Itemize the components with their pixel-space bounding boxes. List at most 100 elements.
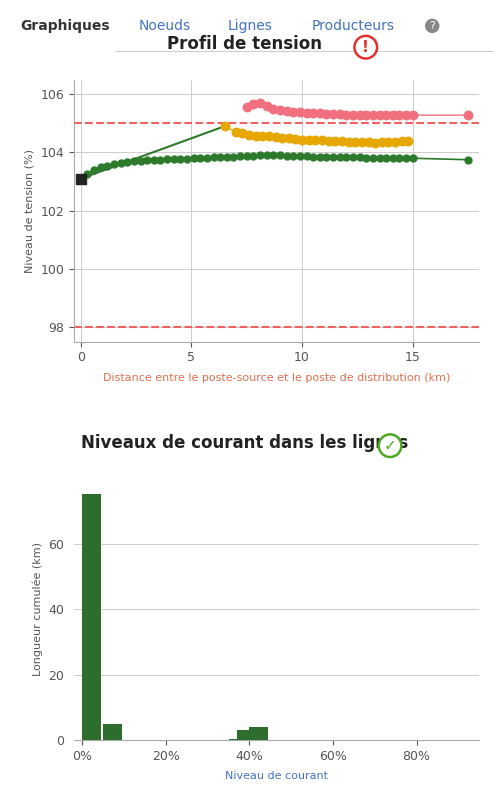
Point bbox=[358, 135, 366, 148]
Text: Profil de tension: Profil de tension bbox=[167, 35, 322, 53]
Point bbox=[276, 103, 284, 116]
Point bbox=[263, 149, 271, 162]
Point bbox=[402, 151, 410, 164]
Point bbox=[391, 135, 399, 148]
Point bbox=[276, 149, 284, 162]
Point bbox=[464, 154, 472, 166]
Text: Niveaux de courant dans les lignes: Niveaux de courant dans les lignes bbox=[81, 434, 408, 452]
Point bbox=[190, 152, 198, 165]
Point bbox=[405, 135, 412, 147]
Text: !: ! bbox=[362, 40, 369, 55]
Text: ✓: ✓ bbox=[384, 439, 397, 453]
Point bbox=[302, 107, 310, 119]
Point bbox=[342, 150, 350, 163]
Point bbox=[216, 150, 224, 163]
Point bbox=[351, 135, 359, 148]
Point bbox=[223, 150, 231, 163]
Point bbox=[369, 109, 377, 122]
Point bbox=[278, 131, 286, 144]
Point bbox=[325, 135, 332, 147]
Point bbox=[117, 156, 124, 169]
Point bbox=[389, 109, 397, 122]
Point bbox=[239, 127, 247, 140]
Point bbox=[338, 135, 346, 148]
Point bbox=[283, 150, 290, 162]
Point bbox=[291, 133, 299, 146]
Bar bbox=[237, 731, 256, 740]
Point bbox=[183, 152, 191, 165]
Point bbox=[362, 151, 370, 164]
Point bbox=[258, 130, 266, 142]
Point bbox=[398, 135, 406, 148]
Point bbox=[316, 107, 324, 119]
Point bbox=[311, 134, 319, 146]
Point bbox=[309, 107, 317, 119]
Point bbox=[170, 153, 178, 166]
Point bbox=[97, 161, 105, 174]
Point bbox=[409, 109, 417, 122]
Text: ?: ? bbox=[429, 21, 435, 31]
Point bbox=[243, 101, 251, 114]
Point bbox=[176, 153, 184, 166]
X-axis label: Niveau de courant: Niveau de courant bbox=[225, 771, 328, 782]
Point bbox=[329, 107, 337, 120]
Point bbox=[256, 96, 264, 109]
Point bbox=[316, 150, 324, 163]
Point bbox=[256, 149, 264, 162]
Point bbox=[365, 136, 372, 149]
Point bbox=[83, 168, 91, 181]
Point bbox=[345, 135, 353, 148]
Point bbox=[272, 131, 280, 143]
Point bbox=[163, 153, 171, 166]
Point bbox=[130, 154, 138, 167]
Point bbox=[150, 154, 158, 166]
Point bbox=[269, 103, 277, 115]
Point bbox=[230, 150, 238, 163]
Point bbox=[232, 126, 240, 139]
Point bbox=[143, 154, 151, 166]
Point bbox=[196, 151, 204, 164]
Point bbox=[382, 151, 390, 164]
Point bbox=[382, 109, 390, 122]
Point bbox=[375, 151, 383, 164]
Text: Graphiques: Graphiques bbox=[20, 19, 109, 33]
Point bbox=[402, 109, 410, 122]
Point bbox=[378, 136, 386, 149]
Point bbox=[136, 154, 144, 167]
Point bbox=[331, 135, 339, 147]
Point bbox=[336, 150, 344, 163]
Bar bbox=[0, 0, 114, 52]
Point bbox=[369, 151, 377, 164]
Point bbox=[396, 109, 404, 122]
Point bbox=[263, 100, 271, 112]
Point bbox=[203, 151, 211, 164]
Point bbox=[305, 134, 313, 146]
Point bbox=[245, 129, 253, 142]
Text: Lignes: Lignes bbox=[227, 19, 272, 33]
Point bbox=[409, 152, 417, 165]
Point bbox=[110, 158, 118, 170]
Point bbox=[342, 108, 350, 121]
Point bbox=[249, 150, 257, 162]
Point bbox=[389, 151, 397, 164]
Point bbox=[283, 105, 290, 118]
Point bbox=[384, 136, 392, 149]
Point bbox=[296, 106, 304, 119]
Point bbox=[323, 107, 330, 120]
Point bbox=[356, 108, 364, 121]
Text: Producteurs: Producteurs bbox=[311, 19, 394, 33]
Point bbox=[249, 98, 257, 111]
Point bbox=[323, 150, 330, 163]
Bar bbox=[103, 724, 122, 740]
Point bbox=[157, 154, 165, 166]
Point bbox=[302, 150, 310, 162]
Point bbox=[329, 150, 337, 163]
Point bbox=[124, 155, 131, 168]
Point bbox=[77, 172, 84, 185]
Point bbox=[464, 109, 472, 122]
Bar bbox=[229, 739, 247, 740]
Point bbox=[349, 108, 357, 121]
Point bbox=[103, 159, 111, 172]
Point bbox=[289, 150, 297, 162]
Bar bbox=[82, 494, 101, 740]
